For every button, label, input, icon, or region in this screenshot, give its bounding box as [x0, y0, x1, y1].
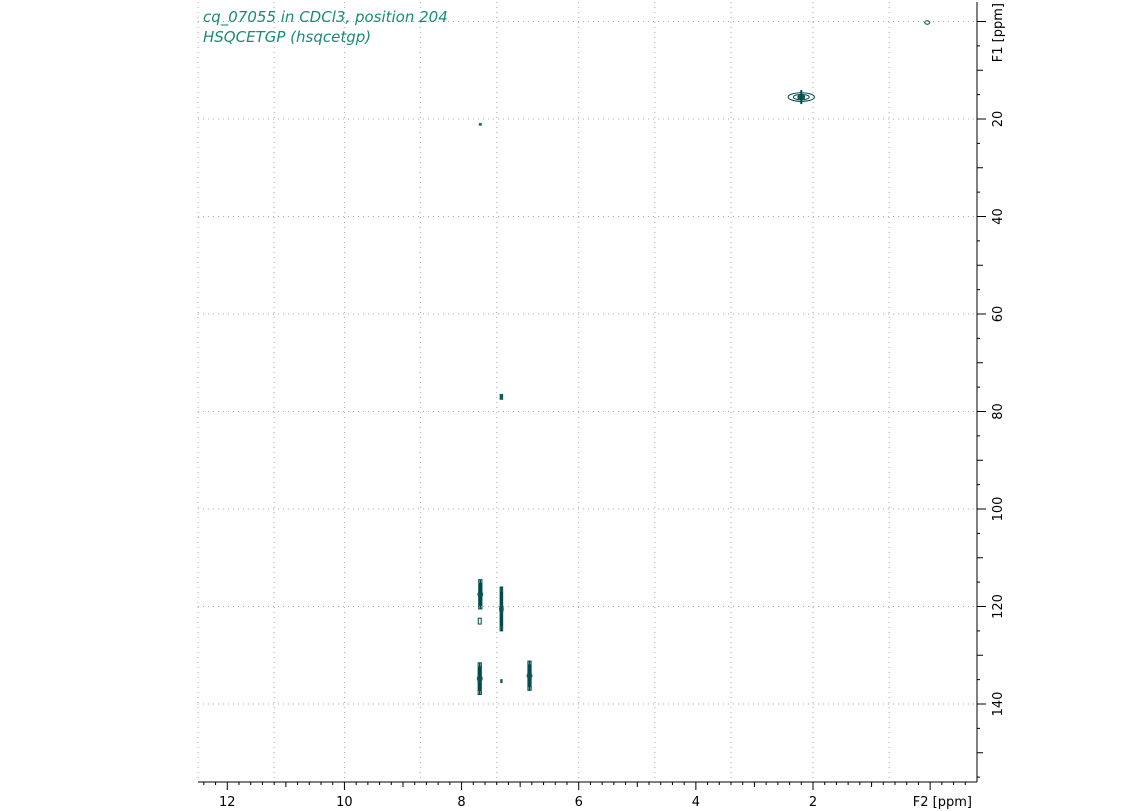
x-tick-label: 2: [809, 795, 817, 810]
contour-peak: [526, 660, 533, 691]
contour-peak: [477, 617, 482, 625]
y-tick-label: 140: [991, 692, 1006, 717]
x-tick-label: 6: [575, 795, 583, 810]
contour-peak: [476, 662, 483, 695]
grid-layer: [197, 2, 977, 782]
x-tick-label: 8: [457, 795, 465, 810]
y-axis-label: F1 [ppm]: [991, 3, 1006, 62]
contour-core: [500, 679, 503, 684]
y-axis: 20 40 60 80 100 120 140: [977, 21, 1006, 778]
contour-peak: [478, 123, 482, 126]
x-tick-label: 10: [336, 795, 353, 810]
contour-peak: [499, 393, 504, 400]
contour-core: [478, 123, 482, 126]
spectrum-title: cq_07055 in CDCl3, position 204: [203, 8, 448, 27]
x-tick-label: 4: [692, 795, 700, 810]
x-axis-label: F2 [ppm]: [913, 795, 972, 810]
peaks-layer: [476, 20, 931, 695]
frame-layer: [198, 2, 978, 783]
y-tick-label: 40: [991, 208, 1006, 225]
x-tick-label: 12: [219, 795, 236, 810]
x-axis: 12 10 8 6 4 2: [203, 782, 966, 810]
contour-core: [499, 393, 504, 400]
contour-peak: [924, 20, 931, 25]
contour-outline: [924, 20, 931, 25]
y-tick-label: 60: [991, 306, 1006, 323]
contour-peak: [499, 586, 504, 632]
y-tick-label: 80: [991, 403, 1006, 420]
contour-peak: [787, 90, 815, 105]
y-tick-label: 20: [991, 111, 1006, 128]
contour-peak: [477, 579, 484, 610]
contour-outline: [477, 617, 482, 625]
contour-peak: [500, 679, 503, 684]
y-tick-label: 100: [991, 497, 1006, 522]
y-tick-label: 120: [991, 594, 1006, 619]
experiment-subtitle: HSQCETGP (hsqcetgp): [203, 28, 371, 46]
